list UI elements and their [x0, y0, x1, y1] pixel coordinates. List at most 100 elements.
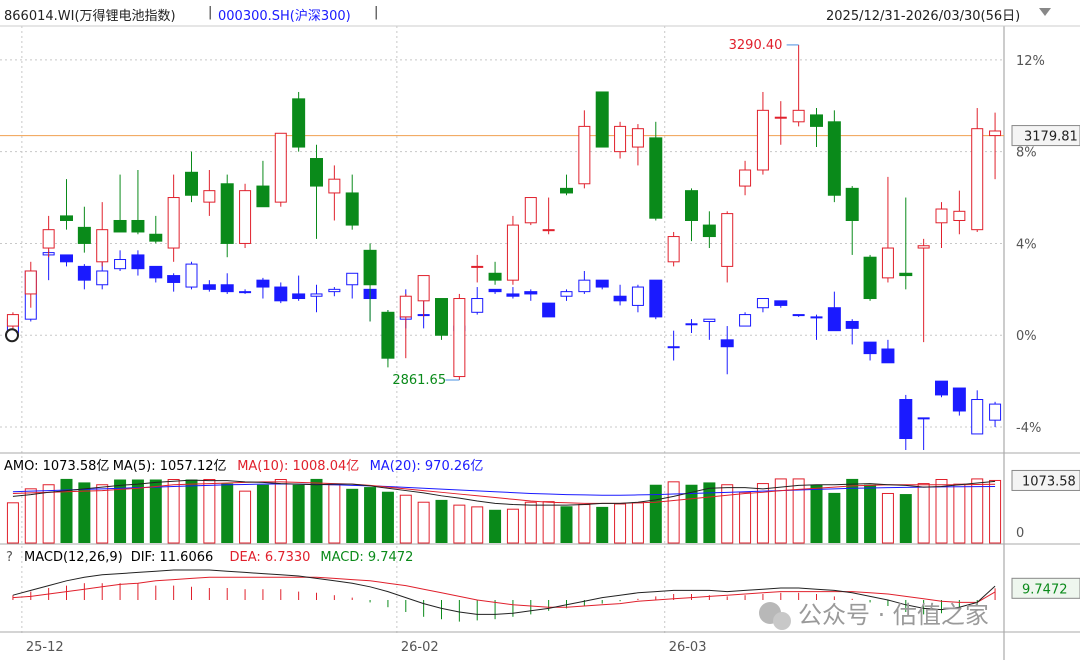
- compare-candle: [613, 295, 627, 302]
- candle: [220, 183, 234, 244]
- amount-bar: [256, 484, 269, 543]
- ref-value-box: [1011, 125, 1080, 147]
- candle: [827, 121, 841, 196]
- compare-candle: [810, 316, 823, 319]
- compare-candle: [274, 286, 288, 302]
- amount-bar: [971, 478, 984, 544]
- macd-legend-item: MACD(12,26,9): [24, 550, 123, 565]
- ma5-line: [12, 479, 996, 506]
- y-axis: 12% 8% 4% 0% -4% 3179.81: [5, 54, 1080, 436]
- compare-candle: [631, 286, 644, 306]
- candle: [971, 128, 984, 231]
- y-tick-label: 8%: [1016, 146, 1037, 161]
- candle: [863, 256, 877, 300]
- ma10-line: [12, 481, 996, 504]
- compare-candle: [114, 259, 127, 270]
- amount-zero-label: 0: [1016, 526, 1024, 541]
- amount-bar: [489, 509, 502, 543]
- candle: [649, 137, 663, 219]
- compare-candle: [542, 302, 556, 318]
- candle: [595, 91, 609, 148]
- candle: [203, 190, 216, 203]
- compare-candle: [220, 284, 234, 293]
- amount-bar: [381, 491, 394, 543]
- compare-candle: [595, 279, 609, 288]
- compare-candle: [167, 275, 181, 283]
- compare-candle: [792, 314, 805, 317]
- amount-bar: [810, 484, 823, 543]
- candle: [96, 229, 109, 263]
- compare-candle: [863, 341, 877, 355]
- candle: [953, 210, 966, 221]
- candle: [542, 229, 555, 232]
- compare-candle: [310, 293, 323, 297]
- candle: [506, 224, 519, 281]
- index-title[interactable]: 866014.WI(万得锂电池指数): [4, 9, 176, 24]
- amount-bar: [649, 484, 662, 543]
- compare-candle: [989, 403, 1002, 421]
- candle: [989, 130, 1002, 137]
- compare-title[interactable]: 000300.SH(沪深300): [218, 9, 351, 24]
- candle: [453, 298, 466, 378]
- amount-bar: [149, 479, 162, 543]
- annotations: 3290.40 2861.65: [392, 38, 799, 388]
- compare-candle: [328, 288, 341, 293]
- candle: [524, 197, 537, 224]
- x-tick-label: 25-12: [26, 640, 64, 655]
- amount-bar: [703, 482, 716, 543]
- amount-bar: [953, 483, 966, 544]
- dif-line: [12, 569, 996, 615]
- amount-bar: [114, 479, 127, 543]
- compare-candle: [239, 291, 252, 294]
- candle: [399, 295, 412, 318]
- compare-candle: [471, 298, 484, 313]
- amount-panel: AMO: 1073.58亿 MA(5): 1057.12亿 MA(10): 1008…: [4, 459, 1080, 544]
- amount-bar: [578, 504, 591, 544]
- compare-candle: [60, 254, 73, 263]
- watermark: 公众号 · 估值之家: [759, 601, 989, 630]
- compare-candle: [703, 318, 716, 322]
- amount-bar: [167, 478, 180, 544]
- wechat-icon-bubble: [773, 612, 791, 630]
- amount-bar: [221, 483, 234, 543]
- candle: [328, 178, 341, 194]
- x-tick-label: 26-02: [401, 640, 439, 655]
- chart-header: 866014.WI(万得锂电池指数) | 000300.SH(沪深300) | …: [0, 0, 1080, 26]
- amount-bar: [274, 478, 287, 544]
- amo-legend-item: AMO: 1073.58亿: [4, 459, 109, 474]
- triangle-down-icon[interactable]: [1038, 6, 1052, 18]
- amount-value-box: [1011, 469, 1080, 491]
- candle: [310, 158, 323, 187]
- candle: [721, 213, 734, 267]
- header-separator-2: |: [374, 5, 379, 20]
- amo-legend-item: MA(10): 1008.04亿: [237, 459, 359, 474]
- compare-candle: [774, 300, 788, 306]
- candle: [899, 272, 913, 277]
- amount-bar: [899, 494, 912, 543]
- amount-bar: [24, 488, 37, 544]
- macd-value-label: 9.7472: [1022, 582, 1068, 597]
- candle: [149, 233, 163, 242]
- amount-bar: [667, 481, 680, 544]
- date-range[interactable]: 2025/12/31-2026/03/30(56日): [826, 9, 1021, 24]
- y-tick-label: 4%: [1016, 237, 1037, 252]
- candle: [471, 265, 484, 268]
- candle: [113, 219, 127, 233]
- amount-bar: [596, 506, 609, 543]
- amount-bar: [131, 479, 144, 543]
- x-tick-label: 26-03: [669, 640, 707, 655]
- candle: [417, 275, 430, 302]
- candle: [435, 298, 448, 336]
- compare-candle: [202, 284, 216, 290]
- amount-bar: [364, 487, 377, 543]
- amount-bar: [631, 502, 644, 544]
- compare-candle: [96, 270, 109, 286]
- amount-bar: [846, 478, 859, 543]
- amount-bar: [96, 484, 109, 544]
- amount-bar: [774, 478, 787, 544]
- compare-candle: [827, 307, 841, 332]
- candle: [363, 249, 377, 286]
- candle: [881, 247, 894, 279]
- macd-legend-item: DEA: 6.7330: [230, 550, 311, 565]
- macd-panel: ? MACD(12,26,9) DIF: 11.6066 DEA: 6.7330 MAC…: [6, 550, 1080, 622]
